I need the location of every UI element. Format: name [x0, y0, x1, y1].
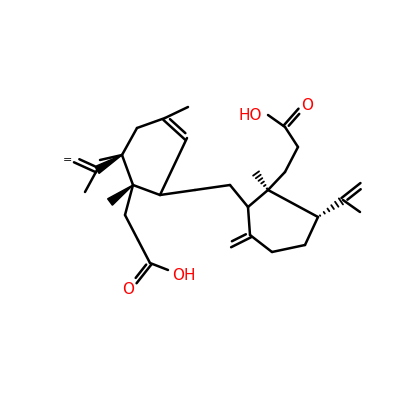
Text: HO: HO: [238, 108, 262, 122]
Polygon shape: [108, 185, 133, 205]
Text: OH: OH: [172, 268, 196, 282]
Text: =: =: [63, 155, 73, 165]
Text: O: O: [122, 282, 134, 298]
Polygon shape: [95, 155, 122, 174]
Text: O: O: [301, 98, 313, 114]
